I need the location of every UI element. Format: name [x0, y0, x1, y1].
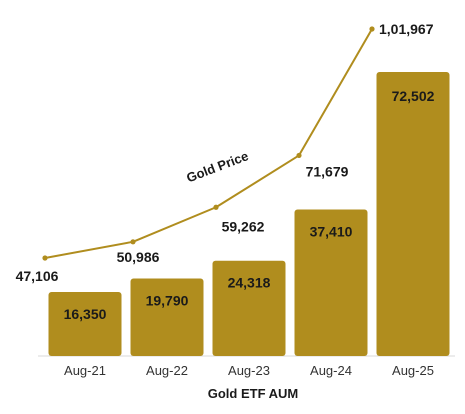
x-tick-label: Aug-24	[310, 363, 352, 378]
price-value-label: 47,106	[16, 268, 59, 284]
x-tick-label: Aug-23	[228, 363, 270, 378]
price-value-label: 71,679	[306, 163, 349, 179]
bar-series	[48, 72, 450, 356]
bar-Aug-22	[130, 278, 204, 356]
price-point	[130, 239, 136, 245]
price-value-label: 59,262	[222, 218, 265, 234]
price-value-label: 1,01,967	[379, 21, 434, 37]
x-axis-title: Gold ETF AUM	[208, 386, 299, 401]
bar-value-labels: 16,350 19,790 24,318 37,410 72,502	[64, 88, 435, 322]
x-tick-labels: Aug-21 Aug-22 Aug-23 Aug-24 Aug-25	[64, 363, 434, 378]
bar-Aug-23	[212, 260, 286, 356]
price-value-labels: 47,106 50,986 59,262 71,679 1,01,967	[16, 21, 434, 284]
bar-value-label: 37,410	[310, 223, 353, 239]
bar-value-label: 16,350	[64, 306, 107, 322]
bar-value-label: 19,790	[146, 292, 189, 308]
x-tick-label: Aug-22	[146, 363, 188, 378]
bar-Aug-24	[294, 209, 368, 356]
bar-value-label: 24,318	[228, 275, 271, 291]
price-value-label: 50,986	[117, 249, 160, 265]
bar-value-label: 72,502	[392, 88, 435, 104]
bar-Aug-21	[48, 291, 122, 356]
price-point	[296, 152, 302, 159]
price-point	[213, 204, 219, 210]
price-point	[369, 26, 375, 32]
x-tick-label: Aug-25	[392, 363, 434, 378]
price-series-title: Gold Price	[184, 148, 250, 185]
x-tick-label: Aug-21	[64, 363, 106, 378]
bar-Aug-25	[376, 72, 450, 356]
price-line-series	[42, 26, 375, 261]
price-point	[42, 255, 48, 261]
